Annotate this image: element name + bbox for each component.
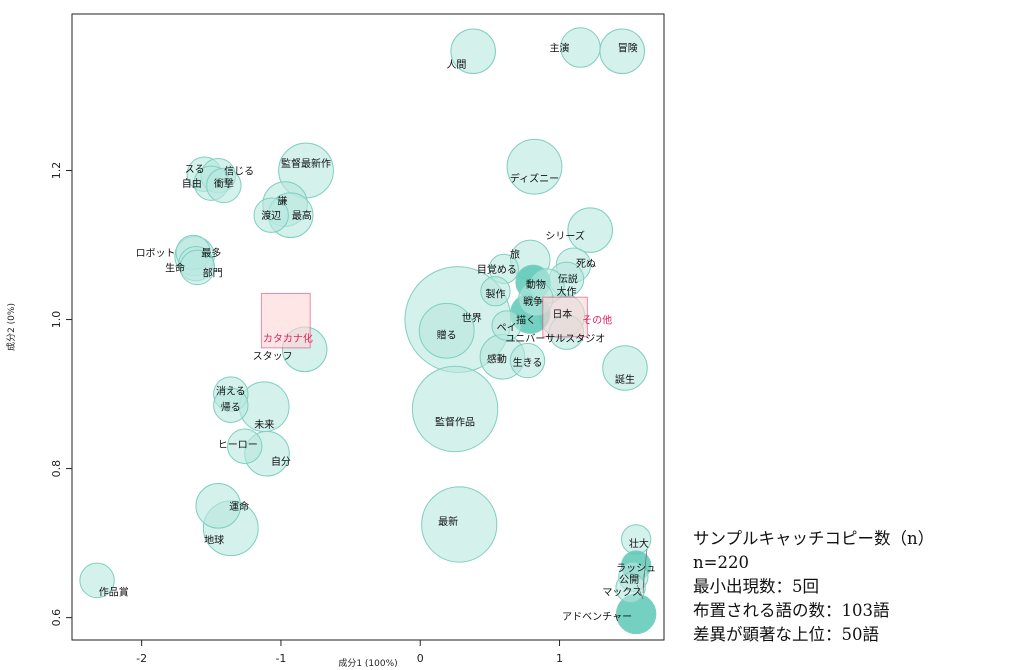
bubble: [506, 138, 563, 195]
bubble: [421, 486, 498, 563]
stats-panel: サンプルキャッチコピー数（n） n=220 最小出現数：5回 布置される語の数：…: [693, 527, 1027, 647]
bubble: [450, 28, 496, 75]
point-label: 謙: [277, 194, 287, 207]
point-label: 冒険: [618, 43, 638, 55]
point-label: 動物: [526, 278, 546, 291]
bubble: [509, 342, 546, 379]
point-label: 部門: [203, 267, 223, 280]
x-axis-title: 成分1 (100%): [338, 657, 397, 669]
point-label: 旅: [510, 248, 520, 261]
point-label: 運命: [229, 500, 249, 513]
point-label: ロボット: [136, 247, 176, 259]
bubble: [491, 310, 522, 341]
y-axis-title: 成分2 (0%): [5, 303, 17, 351]
stats-n-value: n=220: [693, 553, 749, 572]
bubble: [213, 387, 249, 423]
leader-line: [642, 573, 645, 594]
point-label: 最新: [438, 515, 458, 528]
bubble: [567, 207, 613, 253]
stats-word-count: 布置される語の数：103語: [693, 601, 890, 620]
bubble: [79, 562, 115, 599]
point-label: ペイ: [497, 323, 517, 334]
point-label: 公開: [619, 574, 639, 586]
point-label: 日本: [552, 308, 572, 321]
point-label: 消える: [216, 384, 246, 397]
bubble: [195, 483, 242, 529]
group-label: その他: [582, 314, 612, 327]
bubble: [602, 345, 648, 391]
x-tick-label: 0: [417, 652, 424, 665]
point-label: ラッシュ: [616, 563, 656, 575]
y-tick-label: 0.8: [50, 460, 63, 478]
point-label: 帰る: [221, 401, 241, 414]
bubble: [615, 572, 646, 603]
point-label: シリーズ: [545, 229, 585, 242]
leader-line: [636, 584, 644, 600]
point-label: 贈る: [437, 328, 457, 341]
point-label: 人間: [446, 59, 466, 71]
point-label: 世界: [462, 312, 482, 324]
stats-sample-count-heading: サンプルキャッチコピー数（n）: [693, 529, 935, 548]
point-label: 監督最新作: [281, 157, 331, 170]
group-box: [260, 292, 311, 349]
point-label: 監督作品: [435, 416, 475, 429]
point-label: 壮大: [629, 537, 649, 550]
bubble: [480, 276, 511, 307]
bubble: [179, 249, 216, 286]
bubble: [206, 167, 242, 204]
point-label: 最多: [201, 246, 221, 259]
stats-min-occurrence: 最小出現数：5回: [693, 577, 819, 596]
y-tick-label: 0.6: [50, 609, 63, 627]
point-label: 最高: [292, 209, 312, 222]
point-label: スる: [185, 163, 205, 175]
point-label: 戦争: [523, 295, 543, 308]
point-label: 感動: [487, 352, 507, 365]
stats-top-words: 差異が顕著な上位：50語: [693, 625, 879, 644]
point-label: 誕生: [615, 373, 635, 386]
y-tick-label: 1.2: [50, 162, 63, 180]
point-label: 大作: [556, 285, 576, 298]
point-label: 信じる: [224, 166, 254, 178]
point-label: 生きる: [513, 356, 543, 369]
x-tick-label: -1: [275, 652, 286, 665]
point-label: 生命: [165, 261, 185, 274]
point-label: 未来: [254, 419, 274, 431]
bubble: [253, 197, 289, 233]
point-label: ユニバーサルスタジオ: [505, 333, 605, 345]
plot-frame: [71, 13, 665, 641]
group-label: カタカナ化: [263, 332, 313, 345]
point-label: 衝撃: [214, 177, 234, 190]
point-label: スタッフ: [253, 350, 293, 362]
point-label: 地球: [204, 533, 224, 546]
point-label: 目覚める: [477, 263, 517, 276]
point-label: 伝説: [558, 273, 578, 286]
point-label: 製作: [485, 287, 505, 300]
point-label: 作品賞: [99, 586, 129, 599]
y-tick-label: 1.0: [50, 311, 63, 329]
point-label: 描く: [516, 314, 536, 327]
point-label: ディズニー: [510, 172, 559, 185]
point-label: 自由: [182, 177, 202, 190]
bubble: [227, 428, 263, 464]
bubble: [411, 365, 499, 453]
x-tick-label: 1: [556, 652, 563, 665]
point-label: 死ぬ: [576, 258, 596, 270]
point-label: 自分: [271, 455, 291, 468]
group-box: [542, 296, 588, 338]
point-label: マックス: [602, 587, 642, 599]
point-label: 主演: [550, 42, 570, 55]
point-label: アドベンチャー: [562, 611, 632, 623]
bubble: [560, 27, 601, 68]
x-tick-label: -2: [136, 652, 147, 665]
point-label: 渡辺: [261, 209, 281, 222]
point-label: ヒーロー: [218, 439, 258, 451]
bubble: [418, 302, 475, 359]
